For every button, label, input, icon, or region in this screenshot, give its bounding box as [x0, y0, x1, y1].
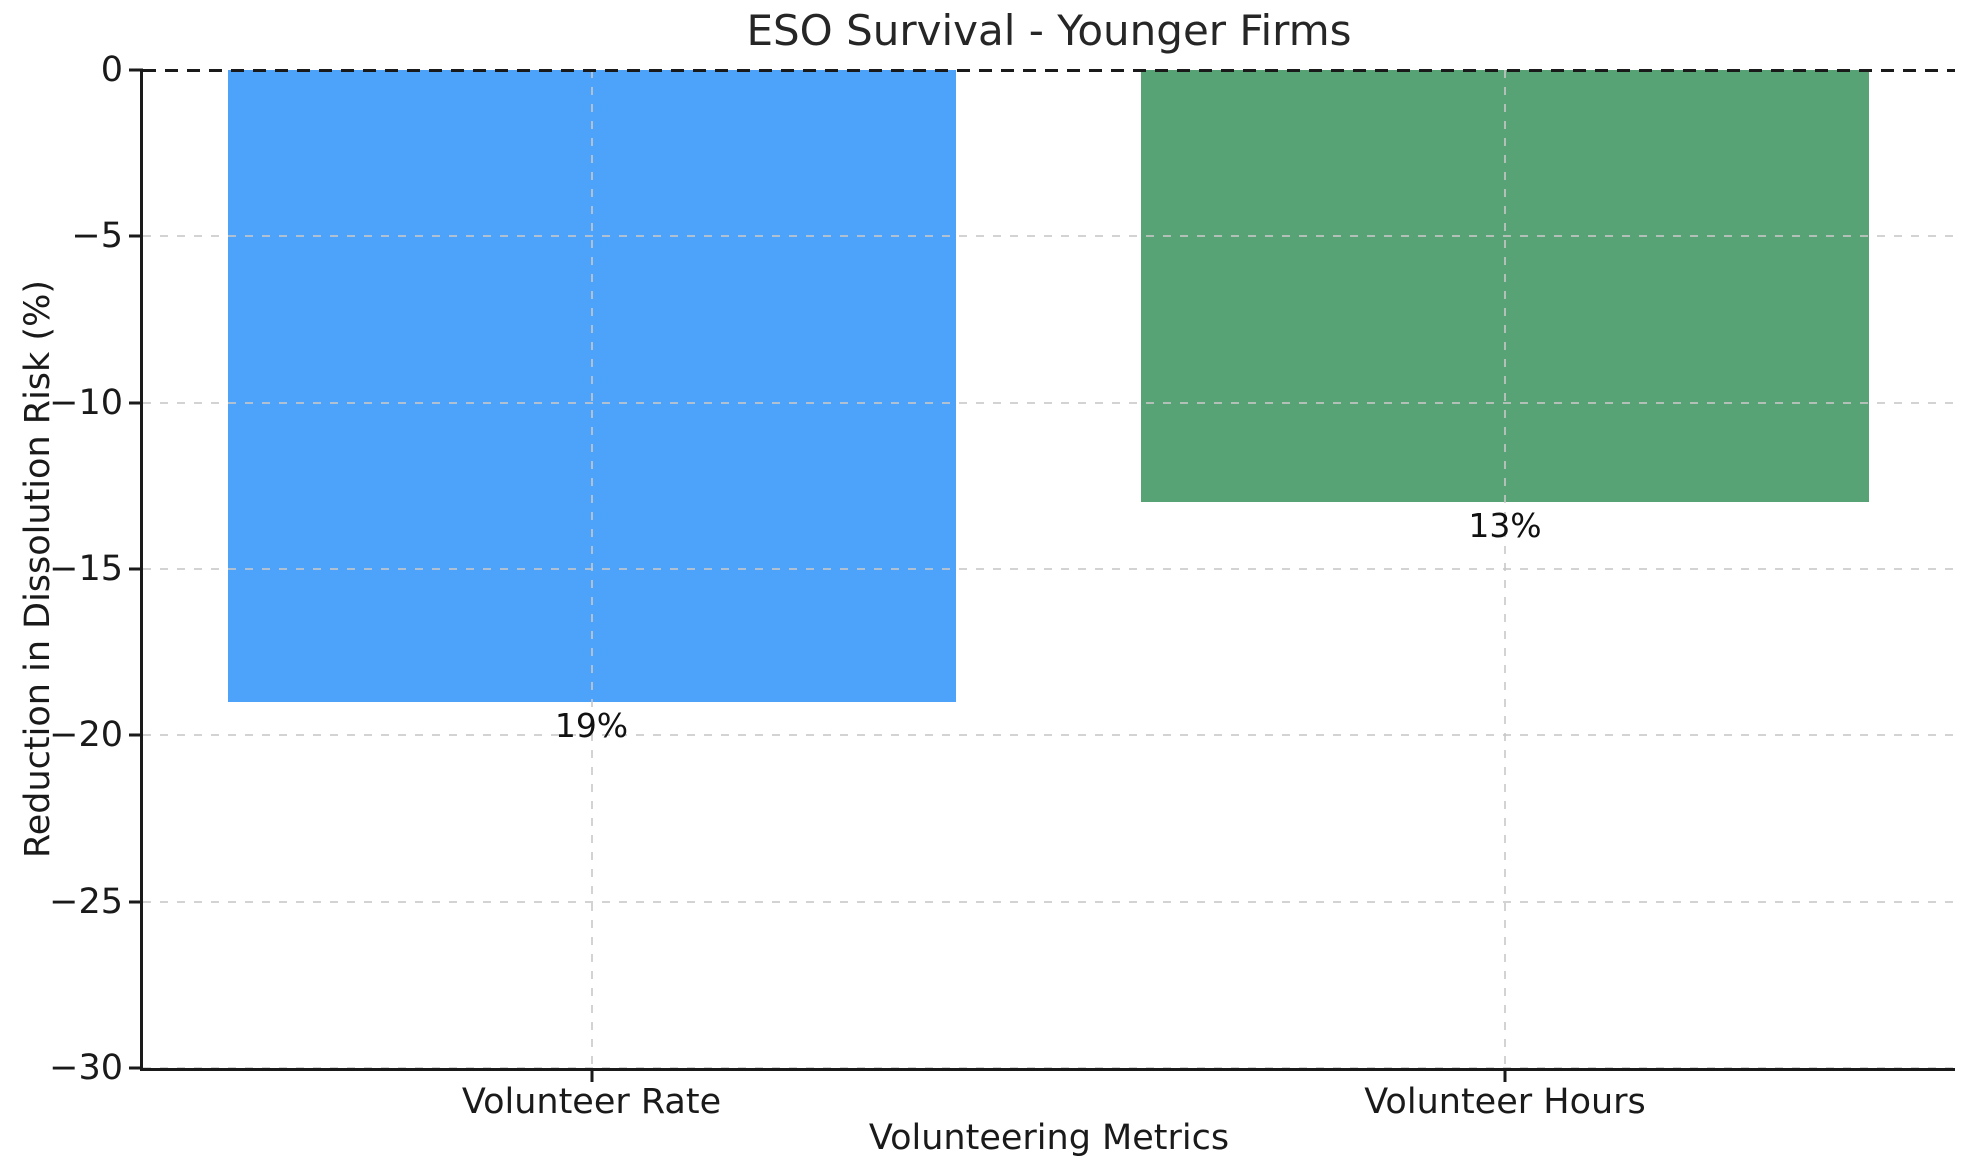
x-tick-label: Volunteer Rate	[461, 1082, 722, 1122]
y-tick-label: −25	[49, 881, 123, 922]
y-tick-label: −30	[49, 1048, 123, 1088]
y-gridline	[143, 235, 1955, 238]
bar-value-label: 19%	[554, 706, 629, 746]
bar-value-label: 13%	[1468, 506, 1542, 546]
y-tick-mark	[129, 68, 143, 72]
y-tick-label: 0	[100, 50, 123, 90]
x-axis-label: Volunteering Metrics	[868, 1118, 1230, 1158]
y-tick-mark	[129, 234, 143, 238]
y-tick-label: −15	[49, 549, 123, 589]
y-tick-label: −5	[71, 216, 123, 257]
y-tick-label: −20	[49, 715, 123, 756]
x-tick-mark	[590, 1068, 593, 1082]
y-gridline	[143, 734, 1955, 737]
y-tick-mark	[129, 900, 143, 904]
y-tick-label: −10	[49, 382, 123, 423]
x-tick-label: Volunteer Hours	[1364, 1082, 1646, 1122]
y-gridline	[143, 900, 1955, 903]
y-tick-mark	[129, 567, 143, 571]
x-tick-mark	[1503, 1068, 1507, 1082]
bottom-spine	[140, 1068, 1955, 1071]
y-gridline	[143, 568, 1955, 570]
left-spine	[140, 70, 143, 1071]
plot-area: 19% Volunteer Rate 13% Volunteer Hours 0 −5 −1…	[49, 50, 1955, 1122]
y-tick-mark	[129, 733, 143, 737]
y-tick-mark	[129, 1066, 143, 1070]
y-gridline	[143, 68, 1955, 72]
y-gridline	[143, 401, 1955, 404]
y-tick-mark	[129, 401, 143, 405]
chart-title: ESO Survival - Younger Firms	[746, 6, 1352, 55]
